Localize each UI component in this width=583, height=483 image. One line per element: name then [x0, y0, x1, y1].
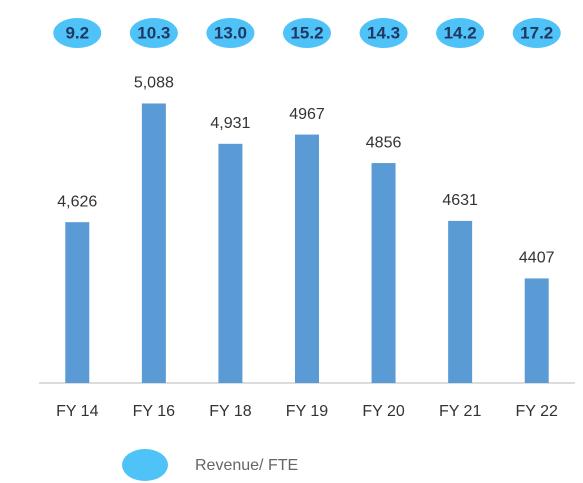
ratio-label: 17.2: [520, 23, 553, 42]
legend-swatch: [122, 449, 168, 481]
bar: [448, 220, 473, 383]
ratio-label: 9.2: [65, 23, 89, 42]
ratio-badge: [512, 18, 561, 48]
data-label: 4856: [366, 134, 402, 151]
ratio-label: 10.3: [137, 23, 170, 42]
data-label: 4,626: [57, 193, 97, 210]
ratio-badge: [129, 18, 178, 48]
x-tick-label: FY 16: [133, 403, 176, 420]
ratio-badge: [436, 18, 485, 48]
bar: [218, 143, 243, 383]
data-label: 4631: [442, 192, 478, 209]
bar: [65, 222, 90, 383]
x-tick-label: FY 19: [286, 403, 329, 420]
ratio-label: 14.3: [367, 23, 400, 42]
ratio-label: 14.2: [444, 23, 477, 42]
ratio-badge: [283, 18, 331, 48]
x-tick-label: FY 18: [209, 403, 252, 420]
data-label: 4967: [289, 106, 325, 123]
bar: [295, 134, 319, 383]
ratio-badge: [206, 18, 255, 48]
bar: [371, 163, 396, 383]
x-tick-label: FY 20: [362, 403, 405, 420]
x-tick-label: FY 21: [439, 403, 482, 420]
data-label: 5,088: [134, 75, 174, 92]
bar: [141, 103, 166, 384]
data-label: 4,931: [210, 115, 250, 132]
x-tick-label: FY 22: [516, 403, 559, 420]
ratio-badge: [359, 18, 408, 48]
ratio-badge: [53, 18, 102, 48]
x-tick-label: FY 14: [56, 403, 99, 420]
ratio-label: 13.0: [214, 23, 247, 42]
ratio-label: 15.2: [290, 23, 323, 42]
legend-label: Revenue/ FTE: [195, 457, 298, 474]
bar: [524, 278, 549, 383]
data-label: 4407: [519, 250, 555, 267]
